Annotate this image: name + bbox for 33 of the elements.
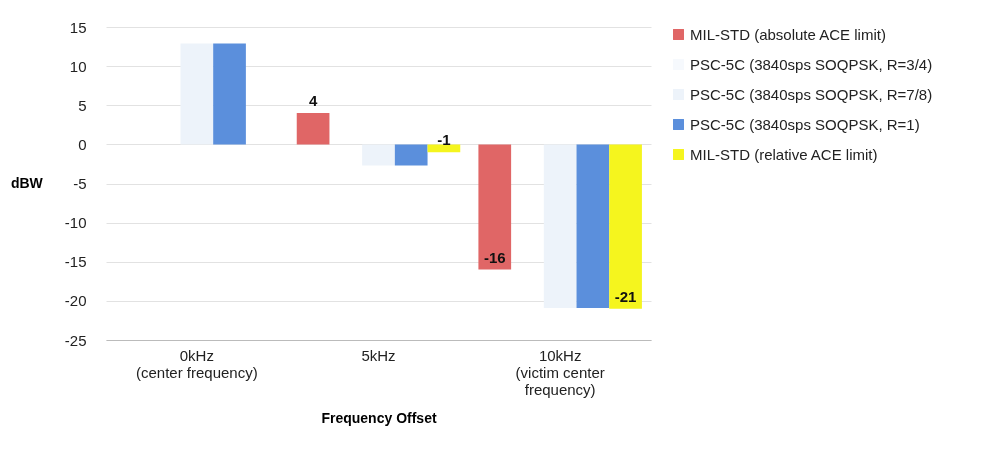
bar [543,144,577,308]
bar [576,144,610,308]
bar [394,144,428,166]
y-tick-label: -10 [64,214,87,232]
y-tick-label: -25 [64,331,87,349]
y-axis-title: dBW [10,175,44,191]
legend-label: PSC-5C (3840sps SOQPSK, R=3/4) [690,55,933,73]
y-tick-label: -5 [73,175,87,192]
bar [609,144,642,309]
y-tick-label: -20 [64,292,87,310]
y-tick-label: 10 [69,57,87,75]
x-tick-label: 10kHz (victim center frequency) [515,346,605,398]
x-tick-label: 5kHz [361,346,396,364]
legend-label: PSC-5C (3840sps SOQPSK, R=7/8) [690,85,933,103]
x-tick-label: 0kHz (center frequency) [135,346,258,381]
y-tick-label: -15 [64,253,87,271]
bar [427,144,461,153]
bar [296,113,330,145]
bar [213,43,246,145]
bar [478,144,512,270]
data-label: -16 [483,248,506,266]
bar [180,43,214,145]
legend-label: MIL-STD (absolute ACE limit) [690,25,886,43]
y-tick-label: 15 [69,18,87,36]
y-tick-label: 0 [78,135,87,153]
data-label: -1 [437,131,451,149]
y-tick-label: 5 [78,96,87,114]
x-axis-title: Frequency Offset [321,409,437,426]
data-label: -21 [614,287,637,305]
legend-label: PSC-5C (3840sps SOQPSK, R=1) [690,115,920,133]
data-label: 4 [308,92,318,110]
legend-label: MIL-STD (relative ACE limit) [690,145,878,163]
bar [362,144,395,166]
